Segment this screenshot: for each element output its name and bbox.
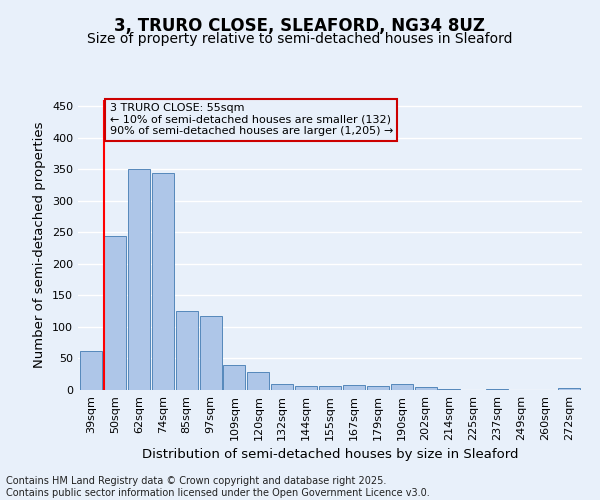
Bar — [391, 384, 413, 390]
Bar — [415, 388, 437, 390]
Bar — [152, 172, 174, 390]
Y-axis label: Number of semi-detached properties: Number of semi-detached properties — [34, 122, 46, 368]
Bar — [223, 365, 245, 390]
Bar — [247, 372, 269, 390]
Bar — [128, 170, 150, 390]
Bar — [271, 384, 293, 390]
Text: Contains HM Land Registry data © Crown copyright and database right 2025.
Contai: Contains HM Land Registry data © Crown c… — [6, 476, 430, 498]
X-axis label: Distribution of semi-detached houses by size in Sleaford: Distribution of semi-detached houses by … — [142, 448, 518, 462]
Bar — [80, 351, 102, 390]
Text: 3 TRURO CLOSE: 55sqm
← 10% of semi-detached houses are smaller (132)
90% of semi: 3 TRURO CLOSE: 55sqm ← 10% of semi-detac… — [110, 103, 393, 136]
Bar — [558, 388, 580, 390]
Bar — [176, 311, 197, 390]
Text: Size of property relative to semi-detached houses in Sleaford: Size of property relative to semi-detach… — [87, 32, 513, 46]
Bar — [367, 386, 389, 390]
Bar — [486, 388, 508, 390]
Bar — [104, 236, 126, 390]
Bar — [439, 388, 460, 390]
Text: 3, TRURO CLOSE, SLEAFORD, NG34 8UZ: 3, TRURO CLOSE, SLEAFORD, NG34 8UZ — [115, 18, 485, 36]
Bar — [200, 316, 221, 390]
Bar — [295, 386, 317, 390]
Bar — [343, 385, 365, 390]
Bar — [319, 386, 341, 390]
